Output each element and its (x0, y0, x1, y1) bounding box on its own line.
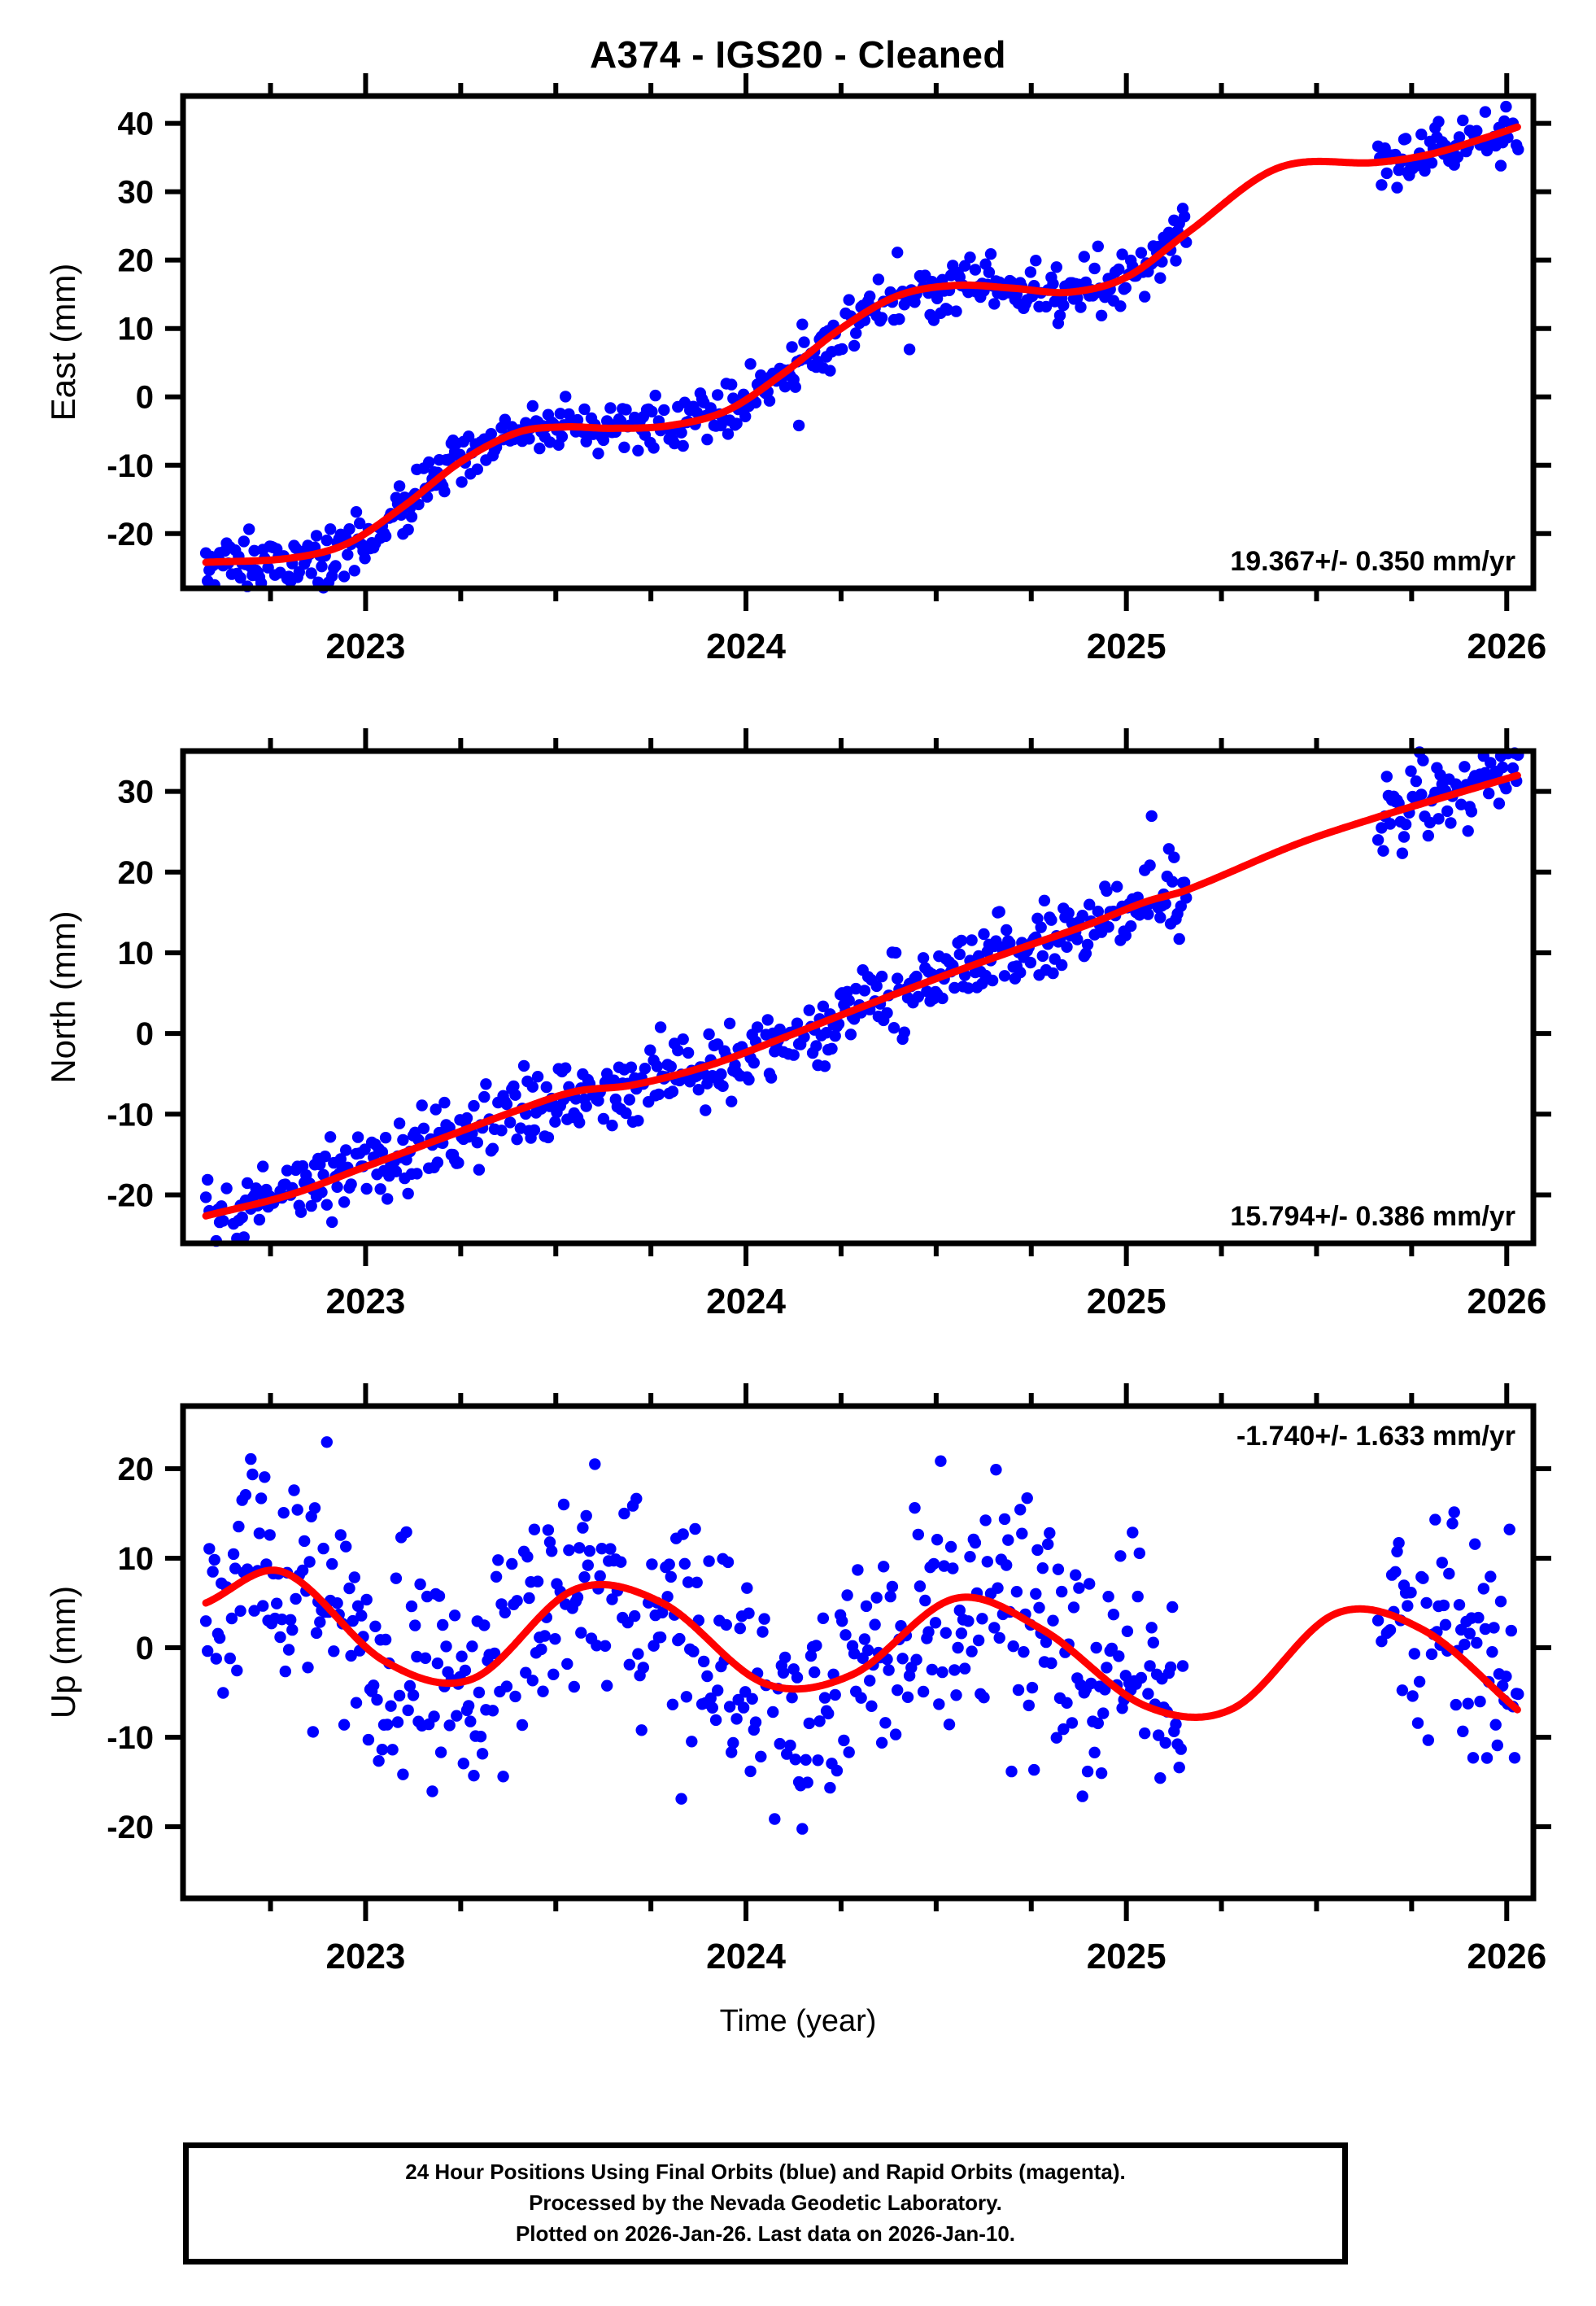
x-tick-label: 2026 (1467, 627, 1546, 666)
rate-annotation-up: -1.740+/- 1.633 mm/yr (1236, 1421, 1515, 1452)
plot-area-north: 30 20 10 0 -10 -20 2023 2024 2025 2026 North (mm) 1… (44, 728, 1551, 1321)
x-tick-label: 2026 (1467, 1937, 1546, 1976)
fit-curve-east (202, 123, 1521, 566)
plot-frame (180, 93, 1537, 592)
x-tick-label: 2024 (706, 627, 786, 666)
y-tick-label: -20 (107, 1810, 154, 1845)
plot-frame (180, 1403, 1537, 1902)
footer-box: 24 Hour Positions Using Final Orbits (bl… (183, 2142, 1348, 2265)
panel-east: 40 30 20 10 0 -10 -20 2023 2024 2025 2026 East (mm)… (0, 72, 1596, 690)
x-tick-label: 2023 (326, 1937, 406, 1976)
plot-area-east: 40 30 20 10 0 -10 -20 2023 2024 2025 2026 East (mm)… (44, 73, 1551, 666)
data-points-up (199, 1436, 1524, 1835)
y-tick-label: -20 (107, 1177, 154, 1213)
data-points-north (199, 746, 1524, 1247)
panel-north: 30 20 10 0 -10 -20 2023 2024 2025 2026 North (mm) 1… (0, 727, 1596, 1345)
x-tick-label: 2025 (1087, 1937, 1166, 1976)
figure-title: A374 - IGS20 - Cleaned (589, 33, 1007, 76)
x-tick-label: 2024 (706, 1282, 786, 1321)
x-tick-label: 2025 (1087, 1282, 1166, 1321)
plot-area-up: 20 10 0 -10 -20 2023 2024 2025 2026 Up (mm) -1.740… (44, 1383, 1551, 1976)
y-tick-label: -10 (107, 1720, 154, 1756)
footer-line-2: Processed by the Nevada Geodetic Laborat… (529, 2190, 1002, 2216)
y-tick-label: -10 (107, 448, 154, 484)
fit-curve-north (202, 771, 1521, 1220)
x-axis-title: Time (year) (719, 2004, 877, 2038)
footer-line-1: 24 Hour Positions Using Final Orbits (bl… (405, 2160, 1126, 2185)
x-tick-label: 2025 (1087, 627, 1166, 666)
y-axis-title-east: East (mm) (44, 264, 82, 421)
y-tick-label: 10 (118, 936, 155, 972)
y-tick-label: 10 (118, 1541, 155, 1577)
y-tick-label: 0 (136, 1631, 154, 1666)
x-tick-label: 2023 (326, 1282, 406, 1321)
y-tick-label: 40 (118, 107, 155, 142)
y-tick-label: 0 (136, 1016, 154, 1052)
y-tick-label: 20 (118, 243, 155, 279)
x-tick-label: 2026 (1467, 1282, 1546, 1321)
x-tick-label: 2023 (326, 627, 406, 666)
fit-curve-up (202, 1566, 1521, 1721)
footer-line-3: Plotted on 2026-Jan-26. Last data on 202… (515, 2221, 1016, 2246)
panel-up: 20 10 0 -10 -20 2023 2024 2025 2026 Up (mm) -1.740… (0, 1382, 1596, 2000)
plot-frame (180, 748, 1537, 1247)
x-tick-label: 2024 (706, 1937, 786, 1976)
y-tick-label: 20 (118, 1452, 155, 1487)
y-tick-label: 30 (118, 175, 155, 211)
y-axis-title-up: Up (mm) (44, 1586, 82, 1719)
y-tick-label: -20 (107, 517, 154, 552)
y-tick-label: 10 (118, 312, 155, 347)
rate-annotation-east: 19.367+/- 0.350 mm/yr (1230, 546, 1515, 577)
y-tick-label: 30 (118, 775, 155, 810)
y-tick-label: 0 (136, 380, 154, 416)
data-points-east (199, 100, 1524, 594)
rate-annotation-north: 15.794+/- 0.386 mm/yr (1230, 1201, 1515, 1232)
y-tick-label: -10 (107, 1097, 154, 1133)
y-tick-label: 20 (118, 855, 155, 891)
y-axis-title-north: North (mm) (44, 911, 82, 1083)
